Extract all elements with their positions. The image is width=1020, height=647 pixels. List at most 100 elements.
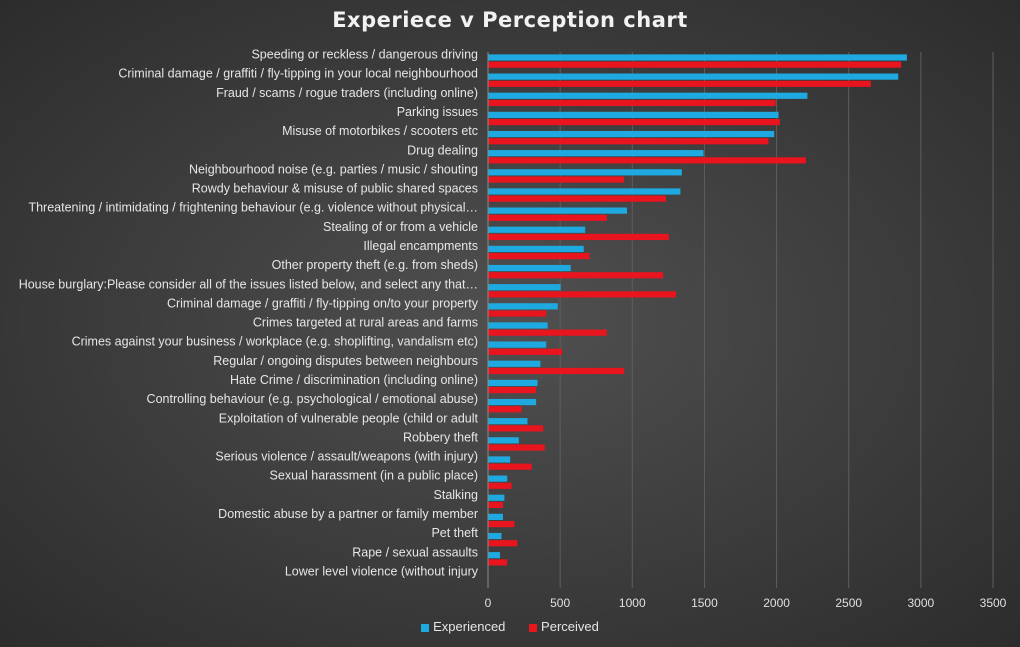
bar-experienced-18 [488, 398, 537, 406]
legend-swatch-perceived [529, 623, 538, 632]
bar-perceived-10 [488, 253, 590, 260]
x-tick-label-0: 0 [485, 596, 492, 610]
bar-experienced-6 [488, 169, 682, 176]
bar-experienced-23 [488, 494, 505, 501]
category-label-27: Lower level violence (without injury [285, 564, 479, 578]
category-label-12: House burglary:Please consider all of th… [19, 277, 478, 291]
bar-experienced-3 [488, 111, 779, 118]
bar-experienced-4 [488, 130, 775, 138]
category-label-13: Criminal damage / graffiti / fly-tipping… [167, 296, 479, 310]
bar-perceived-0 [488, 61, 902, 68]
category-label-6: Neighbourhood noise (e.g. parties / musi… [189, 162, 478, 176]
bar-perceived-3 [488, 119, 780, 126]
legend: Experienced Perceived [0, 619, 1020, 634]
bar-experienced-25 [488, 532, 502, 540]
category-label-1: Criminal damage / graffiti / fly-tipping… [118, 67, 478, 81]
category-label-16: Regular / ongoing disputes between neigh… [213, 354, 478, 368]
x-tick-label-1500: 1500 [691, 596, 718, 610]
bar-experienced-20 [488, 437, 519, 444]
category-label-11: Other property theft (e.g. from sheds) [272, 258, 478, 272]
bar-perceived-24 [488, 521, 515, 528]
bar-perceived-26 [488, 559, 508, 566]
bar-experienced-16 [488, 360, 541, 367]
bar-experienced-7 [488, 188, 681, 195]
bar-perceived-12 [488, 291, 677, 298]
bar-experienced-11 [488, 264, 571, 272]
bar-perceived-25 [488, 540, 518, 547]
bar-perceived-17 [488, 387, 537, 394]
category-label-20: Robbery theft [403, 430, 479, 444]
category-label-22: Sexual harassment (in a public place) [270, 469, 478, 483]
category-label-8: Threatening / intimidating / frightening… [28, 201, 478, 215]
bar-perceived-13 [488, 310, 547, 317]
bar-perceived-18 [488, 406, 522, 413]
category-label-7: Rowdy behaviour & misuse of public share… [192, 182, 478, 196]
category-label-18: Controlling behaviour (e.g. psychologica… [147, 392, 478, 406]
category-label-2: Fraud / scams / rogue traders (including… [216, 86, 478, 100]
category-label-10: Illegal encampments [363, 239, 478, 253]
bar-experienced-15 [488, 341, 547, 348]
x-tick-label-1000: 1000 [619, 596, 646, 610]
category-label-23: Stalking [434, 488, 479, 502]
bar-perceived-23 [488, 501, 503, 509]
bar-experienced-0 [488, 54, 907, 61]
bar-experienced-14 [488, 322, 548, 329]
category-label-4: Misuse of motorbikes / scooters etc [282, 124, 478, 138]
legend-label-experienced: Experienced [433, 619, 506, 634]
bar-experienced-17 [488, 379, 538, 386]
category-label-24: Domestic abuse by a partner or family me… [218, 507, 478, 521]
bar-experienced-5 [488, 150, 704, 157]
category-label-17: Hate Crime / discrimination (including o… [230, 373, 478, 387]
bar-perceived-19 [488, 425, 544, 432]
bar-experienced-10 [488, 245, 584, 252]
bar-experienced-24 [488, 513, 503, 520]
bar-layer [488, 54, 907, 566]
bar-experienced-2 [488, 92, 808, 99]
bar-perceived-21 [488, 463, 532, 470]
x-tick-label-3000: 3000 [908, 596, 935, 610]
bar-experienced-12 [488, 284, 561, 291]
bar-perceived-22 [488, 482, 512, 489]
bar-experienced-21 [488, 456, 511, 463]
bar-experienced-19 [488, 418, 528, 425]
category-label-15: Crimes against your business / workplace… [72, 335, 478, 349]
label-layer: Speeding or reckless / dangerous driving… [19, 48, 479, 579]
x-tick-label-500: 500 [550, 596, 570, 610]
category-label-25: Pet theft [431, 526, 478, 540]
bar-perceived-4 [488, 138, 769, 145]
x-tick-label-2500: 2500 [835, 596, 862, 610]
bar-perceived-8 [488, 214, 607, 221]
bar-perceived-14 [488, 329, 607, 336]
x-tick-label-3500: 3500 [980, 596, 1007, 610]
legend-item-experienced: Experienced [421, 619, 505, 634]
bar-perceived-7 [488, 195, 666, 202]
category-label-0: Speeding or reckless / dangerous driving [251, 48, 478, 62]
bar-perceived-5 [488, 157, 806, 164]
bar-perceived-11 [488, 272, 664, 279]
bar-experienced-9 [488, 226, 586, 233]
bar-experienced-22 [488, 475, 508, 482]
category-label-3: Parking issues [397, 105, 478, 119]
legend-item-perceived: Perceived [529, 619, 599, 634]
category-label-5: Drug dealing [407, 143, 478, 157]
category-label-14: Crimes targeted at rural areas and farms [253, 316, 478, 330]
tick-layer: 0 500 1000 1500 2000 2500 3000 3500 [485, 596, 1007, 610]
bar-experienced-26 [488, 552, 501, 559]
bar-experienced-8 [488, 207, 628, 214]
bar-perceived-16 [488, 367, 625, 375]
x-tick-label-2000: 2000 [763, 596, 790, 610]
legend-label-perceived: Perceived [541, 619, 599, 634]
category-label-9: Stealing of or from a vehicle [323, 220, 478, 234]
legend-swatch-experienced [421, 623, 430, 632]
bar-perceived-1 [488, 80, 871, 87]
chart-title: Experiece v Perception chart [332, 8, 688, 32]
bar-experienced-13 [488, 303, 558, 310]
bar-perceived-15 [488, 348, 563, 355]
category-label-19: Exploitation of vulnerable people (child… [219, 411, 479, 425]
category-label-26: Rape / sexual assaults [352, 545, 478, 559]
bar-experienced-1 [488, 73, 899, 80]
category-label-21: Serious violence / assault/weapons (with… [215, 450, 478, 464]
bar-perceived-9 [488, 233, 669, 241]
